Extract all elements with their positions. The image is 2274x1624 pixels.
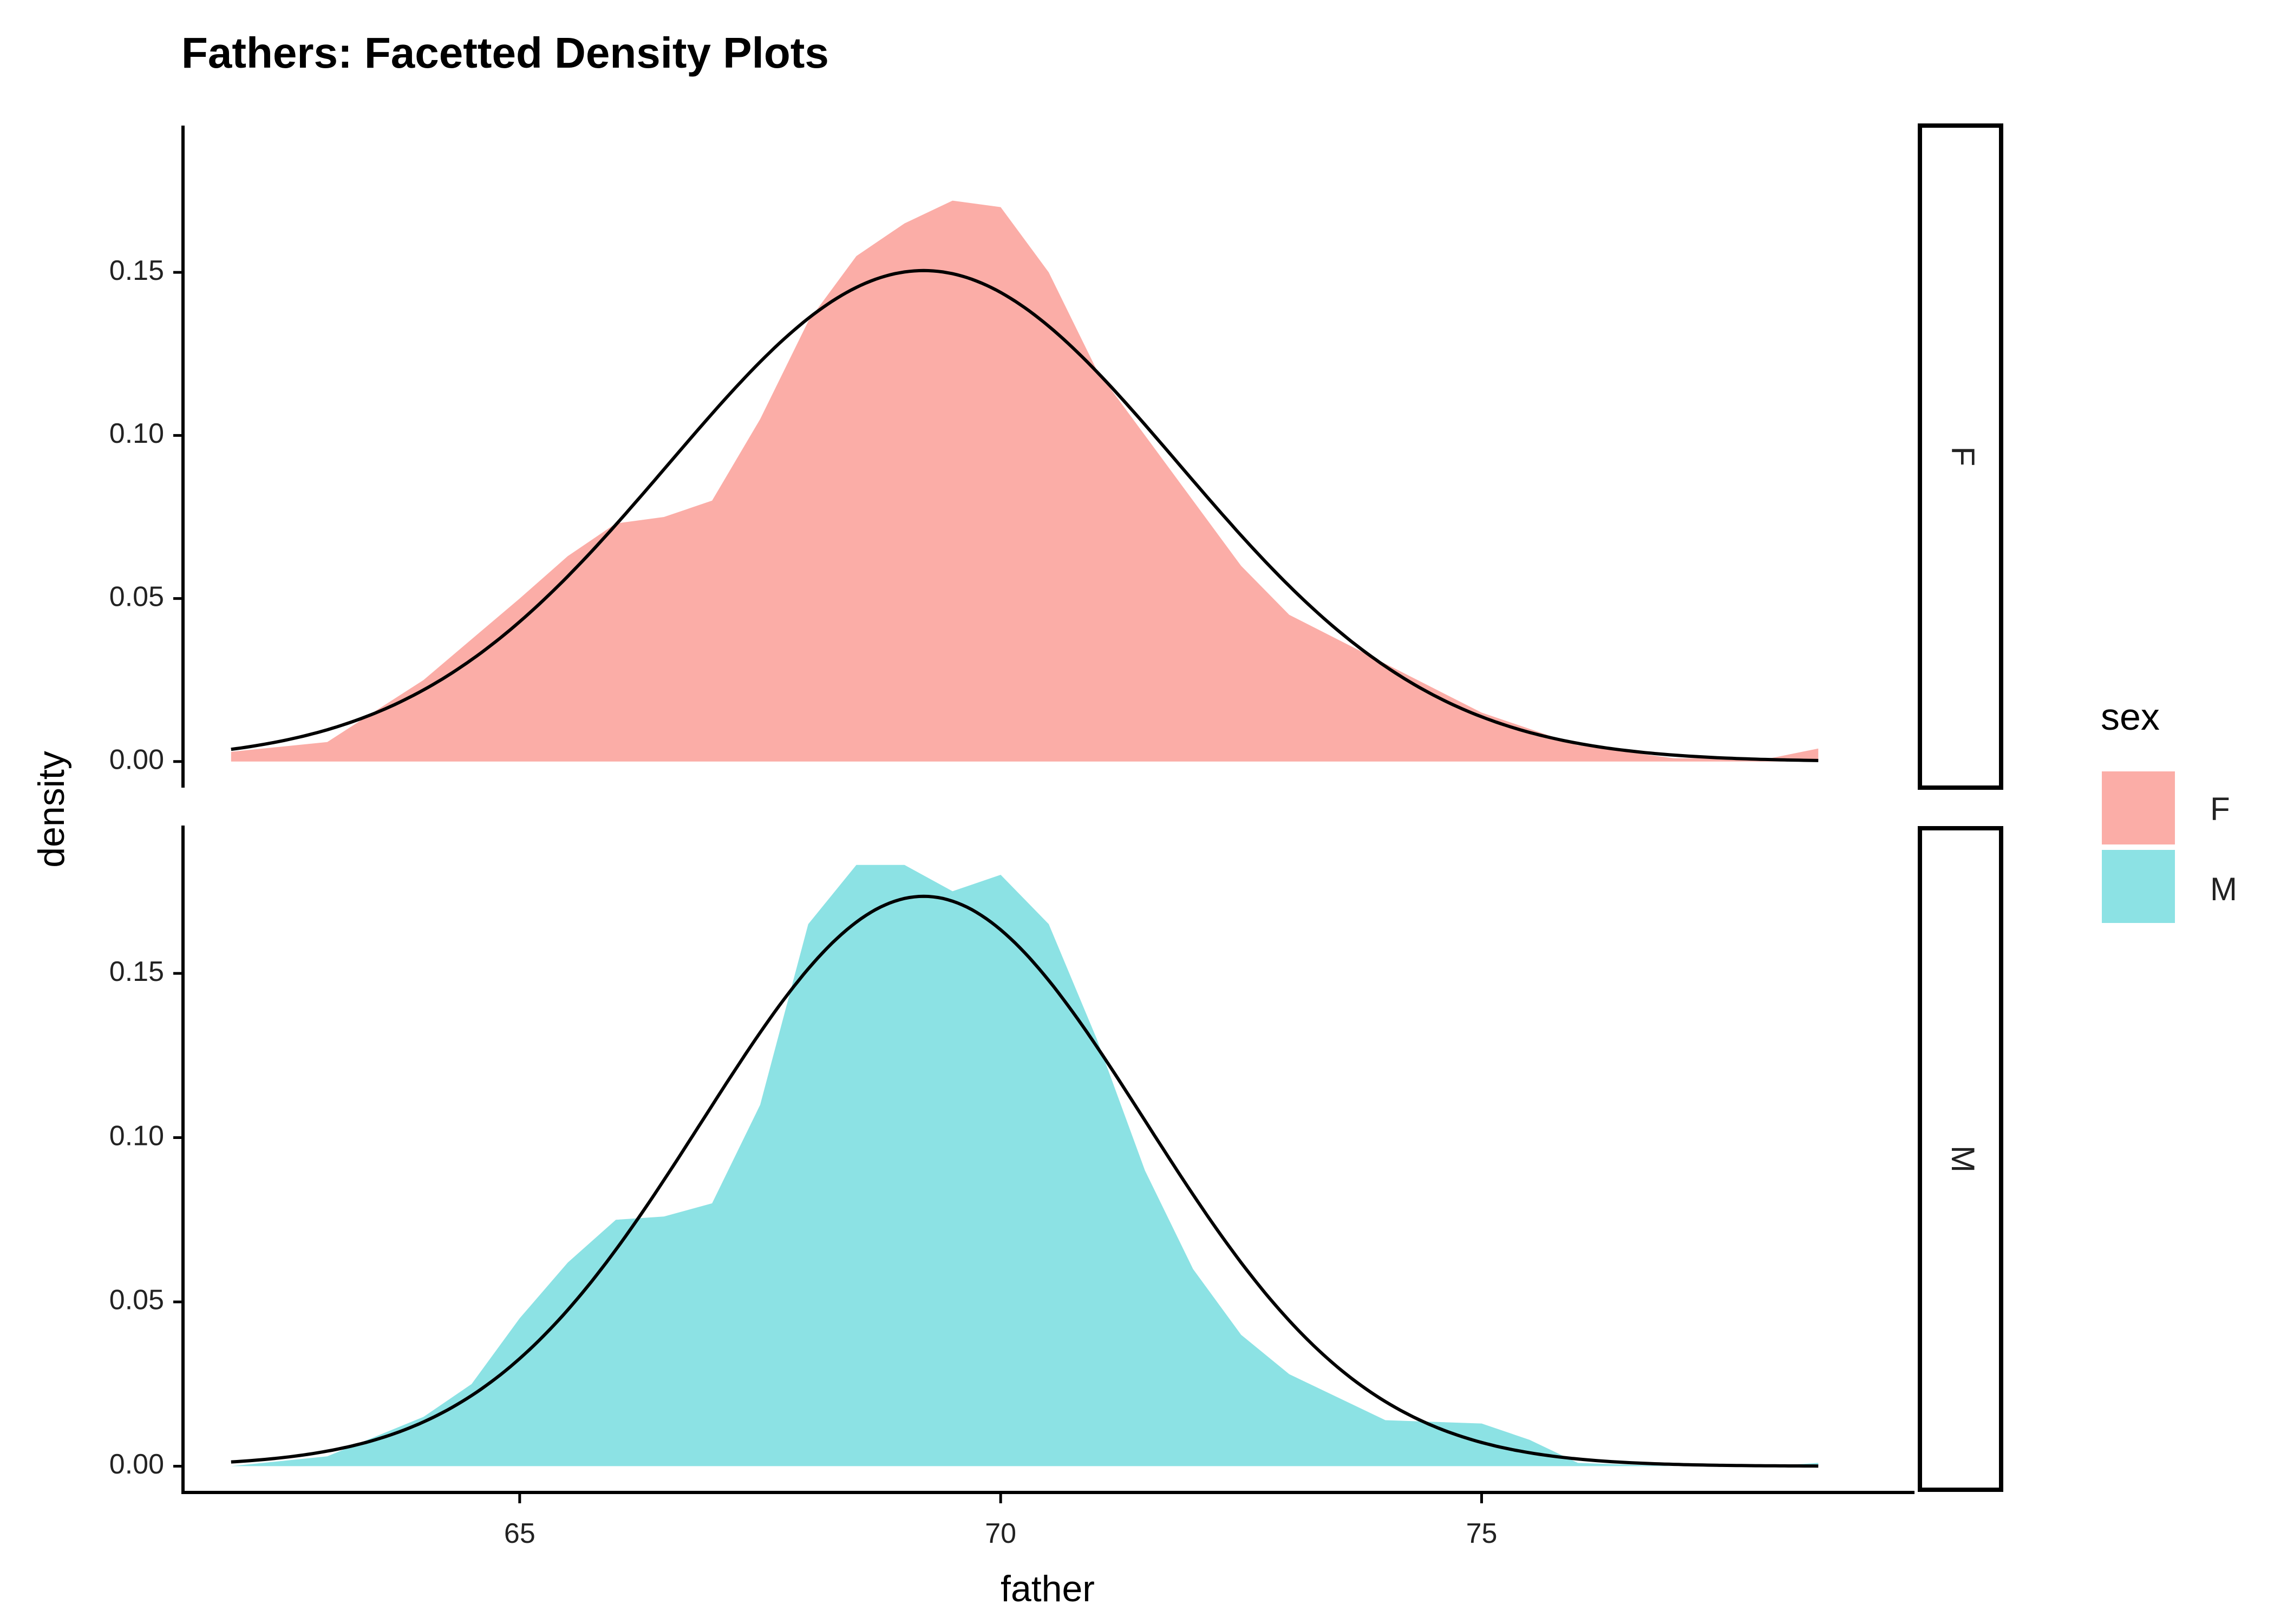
y-tick-label: 0.10 — [109, 418, 164, 449]
y-axis-ticks-f: 0.00 0.05 0.10 0.15 — [109, 255, 183, 776]
density-area-f — [231, 200, 1819, 762]
facet-panel-f: 0.00 0.05 0.10 0.15 F — [109, 123, 2003, 790]
strip-label-m: M — [1945, 1145, 1981, 1173]
legend-title: sex — [2101, 696, 2160, 738]
legend-label-f: F — [2210, 791, 2230, 827]
x-tick-label: 75 — [1466, 1518, 1498, 1549]
normal-curve-f — [231, 269, 1819, 762]
strip-label-f: F — [1945, 447, 1981, 467]
y-tick-label: 0.10 — [109, 1120, 164, 1151]
x-axis-ticks: 65 70 75 — [504, 1492, 1498, 1549]
strip-f — [1918, 123, 2003, 790]
y-tick-label: 0.05 — [109, 581, 164, 612]
y-tick-label: 0.00 — [109, 1449, 164, 1480]
density-area-m — [231, 865, 1819, 1466]
facet-panel-m: 0.00 0.05 0.10 0.15 65 70 75 M — [109, 826, 2003, 1549]
legend-swatch-m — [2102, 850, 2175, 923]
legend: sex F M — [2101, 696, 2237, 923]
legend-swatch-f — [2102, 771, 2175, 844]
y-tick-label: 0.15 — [109, 255, 164, 286]
y-tick-label: 0.00 — [109, 744, 164, 776]
x-tick-label: 70 — [985, 1518, 1016, 1549]
legend-label-m: M — [2210, 871, 2237, 907]
y-axis-title: density — [31, 751, 72, 867]
y-axis-ticks-m: 0.00 0.05 0.10 0.15 — [109, 956, 183, 1480]
normal-curve-m — [231, 894, 1819, 1468]
y-tick-label: 0.15 — [109, 956, 164, 987]
x-tick-label: 65 — [504, 1518, 535, 1549]
y-tick-label: 0.05 — [109, 1285, 164, 1316]
strip-m — [1918, 826, 2003, 1492]
chart-title: Fathers: Facetted Density Plots — [181, 29, 829, 77]
x-axis-title: father — [1001, 1568, 1095, 1609]
